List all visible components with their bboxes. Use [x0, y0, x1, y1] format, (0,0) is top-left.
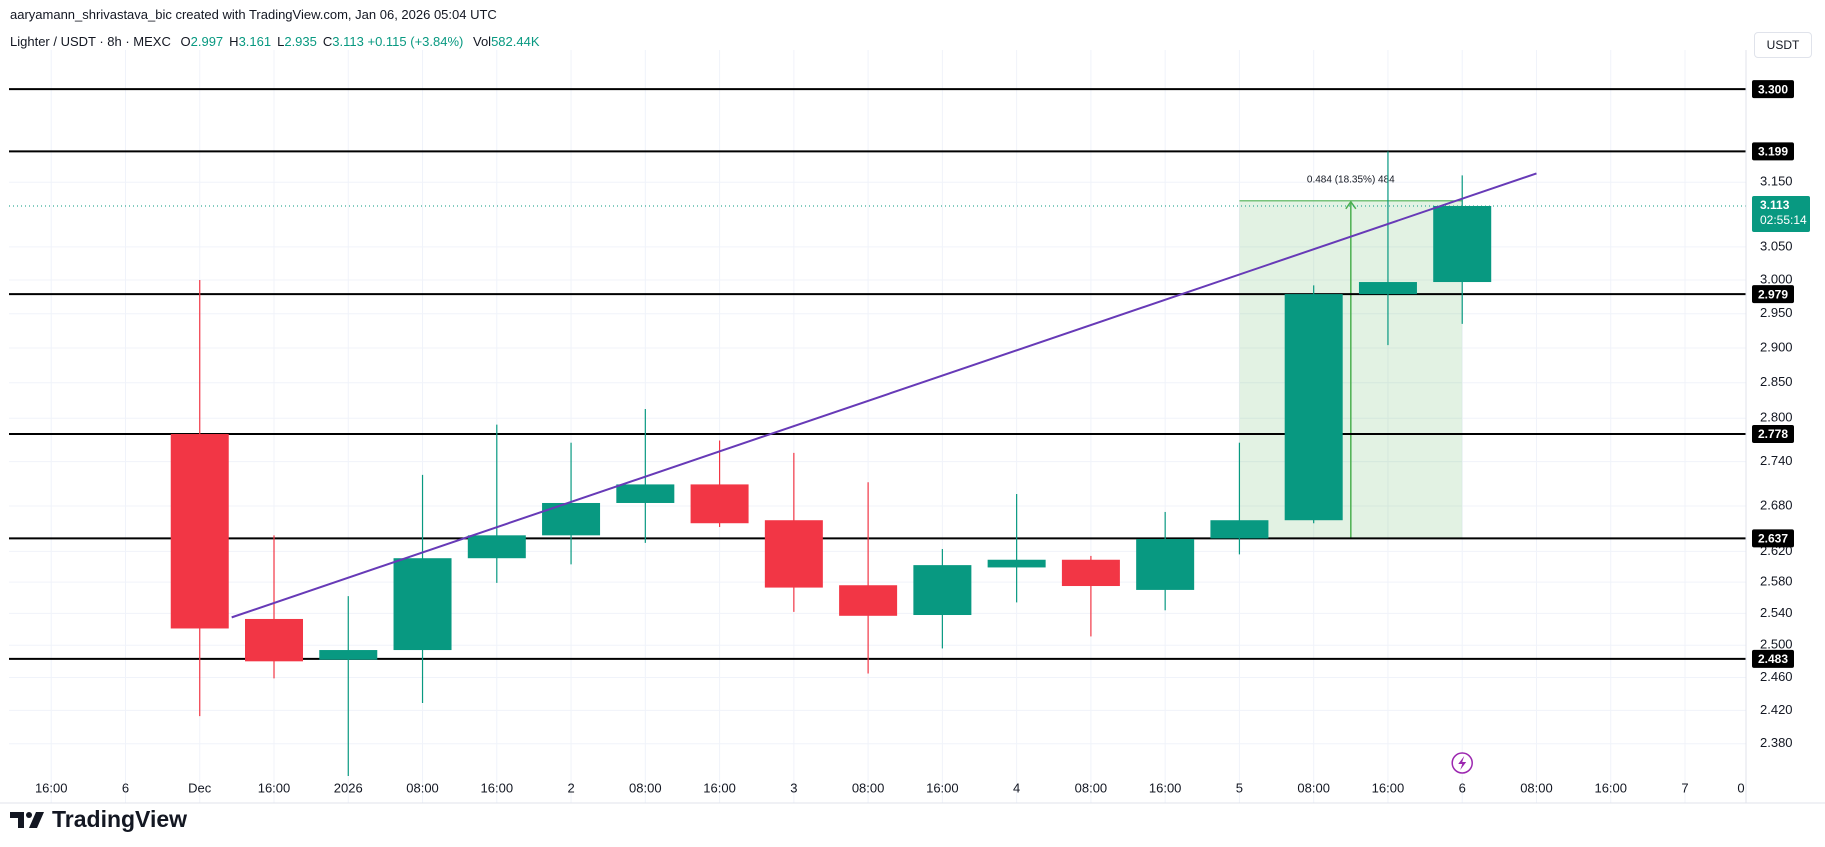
volume-value: 582.44K	[491, 34, 540, 49]
x-tick-label: 2	[567, 780, 574, 795]
logo[interactable]: TradingView	[10, 806, 187, 833]
symbol-bar: Lighter / USDT · 8h · MEXC O2.997 H3.161 L…	[10, 34, 540, 49]
level-label: 2.637	[1758, 532, 1788, 546]
currency-button[interactable]: USDT	[1754, 32, 1812, 58]
y-tick-label: 2.900	[1760, 339, 1793, 354]
attribution: aaryamann_shrivastava_bic created with T…	[10, 7, 497, 22]
y-tick-label: 2.950	[1760, 305, 1793, 320]
y-tick-label: 2.580	[1760, 574, 1793, 589]
level-label: 2.483	[1758, 652, 1788, 666]
x-tick-label: 08:00	[629, 780, 662, 795]
x-tick-label: 16:00	[1594, 780, 1627, 795]
y-tick-label: 2.800	[1760, 410, 1793, 425]
quote-key: L	[277, 34, 285, 49]
candle-body	[1433, 205, 1492, 283]
y-tick-label: 3.050	[1760, 238, 1793, 253]
x-tick-label: 7	[1681, 780, 1688, 795]
quote-value: 2.997	[190, 34, 224, 49]
change: +0.115 (+3.84%)	[367, 34, 464, 49]
candle-body	[764, 520, 823, 588]
x-tick-label: 08:00	[1297, 780, 1330, 795]
candle-body	[839, 585, 898, 616]
level-label-box	[1752, 80, 1794, 99]
measure-arrowhead	[1345, 200, 1357, 210]
quote-value: 2.935	[284, 34, 317, 49]
y-tick-label: 2.460	[1760, 669, 1793, 684]
y-tick-label: 2.740	[1760, 453, 1793, 468]
x-tick-label: 08:00	[406, 780, 439, 795]
x-tick-label: 16:00	[258, 780, 291, 795]
level-label-box	[1752, 142, 1794, 161]
last-price-box	[1752, 195, 1810, 232]
y-tick-label: 2.850	[1760, 374, 1793, 389]
x-tick-label: Dec	[188, 780, 212, 795]
y-tick-label: 3.150	[1760, 174, 1793, 189]
candle-body	[393, 558, 452, 651]
level-label: 2.778	[1758, 427, 1788, 441]
y-tick-label: 2.500	[1760, 637, 1793, 652]
symbol: Lighter / USDT · 8h · MEXC	[10, 34, 171, 49]
quote-key: O	[180, 34, 191, 49]
candle-body	[913, 565, 972, 616]
level-label-box	[1752, 649, 1794, 668]
y-tick-label: 3.000	[1760, 271, 1793, 286]
y-tick-label: 2.680	[1760, 497, 1793, 512]
x-tick-label: 2026	[334, 780, 363, 795]
x-tick-label: 6	[122, 780, 129, 795]
candle-body	[1136, 539, 1195, 590]
level-label: 2.979	[1758, 287, 1788, 301]
candle-body	[616, 484, 675, 503]
plot: 0.484 (18.35%) 484	[9, 50, 1746, 803]
x-tick-label: 16:00	[35, 780, 68, 795]
candle-body	[1284, 294, 1343, 521]
x-tick-label: 08:00	[1520, 780, 1553, 795]
level-label: 3.300	[1758, 82, 1788, 96]
candle-body	[319, 650, 378, 660]
candle-body	[467, 535, 526, 559]
y-tick-label: 2.380	[1760, 735, 1793, 750]
x-tick-label: 16:00	[1372, 780, 1405, 795]
y-tick-label: 2.420	[1760, 702, 1793, 717]
candle-body	[690, 484, 749, 524]
last-price-label: 3.113	[1760, 198, 1790, 212]
x-tick-label: 16:00	[481, 780, 514, 795]
quote-value: 3.161	[238, 34, 272, 49]
x-tick-label: 08:00	[852, 780, 885, 795]
measure-label: 0.484 (18.35%) 484	[1307, 174, 1395, 185]
candle-body	[1210, 520, 1269, 539]
candle-body	[987, 559, 1046, 568]
volume-key: Vol	[473, 34, 492, 49]
x-tick-label: 4	[1013, 780, 1020, 795]
candle-body	[245, 618, 304, 662]
quote-key: H	[229, 34, 239, 49]
trendline	[231, 172, 1537, 619]
countdown: 02:55:14	[1760, 213, 1807, 227]
level-label-box	[1752, 285, 1794, 304]
candle-body	[170, 434, 229, 629]
quote: O2.997 H3.161 L2.935 C3.113	[175, 34, 364, 49]
logo-icon	[10, 811, 44, 828]
x-tick-label: 16:00	[703, 780, 736, 795]
candle-body	[1358, 282, 1417, 295]
x-tick-label: 08:00	[1075, 780, 1108, 795]
level-label: 3.199	[1758, 145, 1788, 159]
x-tick-label: 0	[1737, 780, 1744, 795]
event-icon-bolt	[1458, 756, 1467, 770]
level-label-box	[1752, 529, 1794, 548]
x-tick-label: 16:00	[926, 780, 959, 795]
level-label-box	[1752, 425, 1794, 444]
logo-text: TradingView	[52, 806, 188, 832]
y-tick-label: 2.540	[1760, 605, 1793, 620]
x-tick-label: 16:00	[1149, 780, 1182, 795]
x-tick-label: 6	[1459, 780, 1466, 795]
x-tick-label: 3	[790, 780, 797, 795]
quote-key: C	[322, 34, 333, 49]
quote-value: 3.113	[332, 34, 364, 49]
candle-body	[1061, 559, 1120, 587]
x-tick-label: 5	[1236, 780, 1243, 795]
